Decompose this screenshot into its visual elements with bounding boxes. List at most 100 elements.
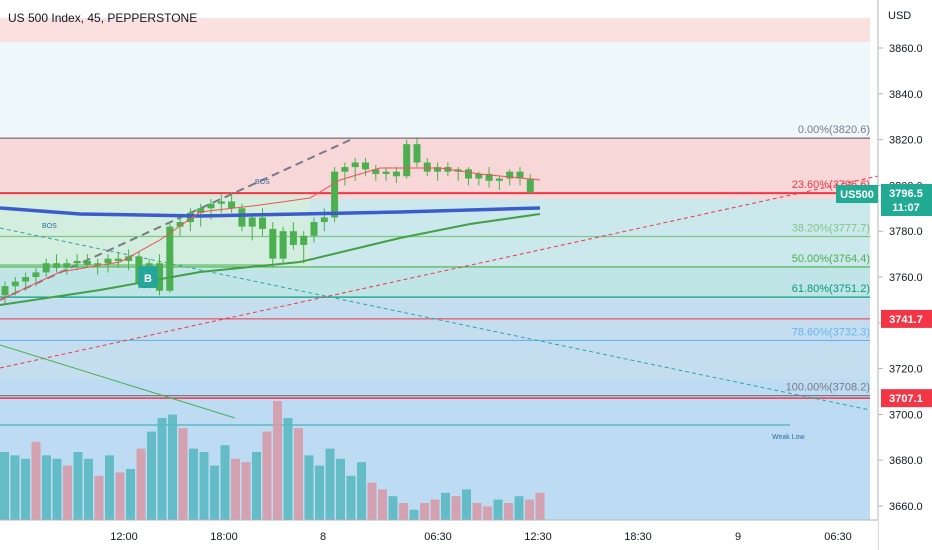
b-marker-label: B — [144, 273, 152, 285]
volume-bar — [525, 499, 534, 520]
volume-bar — [304, 455, 314, 520]
volume-bar — [241, 462, 251, 520]
volume-bar — [105, 455, 114, 520]
x-tick-label: 12:00 — [110, 531, 138, 543]
candle-body — [392, 171, 400, 177]
volume-bar — [189, 448, 198, 520]
candle-body — [114, 258, 122, 261]
trend-red-dashed — [0, 175, 879, 369]
candle-body — [125, 256, 133, 261]
volume-bar — [115, 472, 125, 520]
level-tag-3741-bg — [881, 309, 932, 328]
symbol-tag: US500 — [840, 189, 874, 201]
zone-light — [0, 42, 870, 137]
y-tick-label: 3780.0 — [889, 226, 923, 238]
volume-bar — [84, 458, 93, 520]
candle-body — [259, 217, 266, 229]
volume-bar — [147, 431, 156, 520]
candle-body — [320, 217, 328, 223]
candle-body — [73, 260, 81, 264]
candle-body — [300, 235, 308, 245]
candle-body — [434, 167, 442, 172]
ma-blue — [0, 206, 541, 218]
ma-red — [0, 167, 541, 301]
volume-bar — [357, 462, 366, 520]
y-tick-label: 3700.0 — [889, 409, 923, 421]
candle-body — [269, 228, 277, 259]
teal-box — [0, 266, 870, 298]
volume-bar — [252, 452, 261, 520]
volume-bar — [399, 503, 408, 520]
x-tick-label: 18:30 — [624, 531, 652, 543]
fib-label-2: 38.20%(3777.7) — [792, 222, 870, 234]
volume-bar — [262, 431, 272, 520]
candle-body — [166, 226, 174, 291]
currency-label: USD — [888, 10, 911, 22]
b-marker-bg — [138, 266, 158, 288]
volume-bar — [42, 455, 51, 520]
volume-bar — [367, 482, 377, 520]
fib-zone-mid — [0, 299, 870, 379]
candle-body — [351, 162, 359, 168]
volume-bar — [451, 496, 461, 520]
volume-bar — [157, 418, 167, 520]
symbol-tag-bg — [836, 185, 878, 203]
candle-body — [1, 286, 9, 296]
level-tag-3741: 3741.7 — [889, 314, 923, 326]
volume-bar — [504, 503, 513, 520]
fib-label-6: 100.00%(3708.2) — [786, 382, 870, 394]
candle-body — [485, 173, 493, 181]
volume-bar — [21, 458, 30, 520]
volume-bar — [94, 475, 104, 520]
candle-body — [372, 169, 380, 174]
x-tick-label: 8 — [320, 531, 326, 543]
candle-body — [176, 222, 184, 227]
candle-body — [228, 201, 236, 209]
volume-bar — [199, 452, 209, 520]
volume-bar — [273, 401, 282, 520]
volume-bar — [73, 452, 83, 520]
volume-bar — [430, 499, 440, 520]
candle-body — [289, 231, 297, 245]
volume-bar — [483, 506, 492, 520]
trend-teal-dashed — [0, 227, 871, 411]
volume-bar — [388, 496, 398, 520]
candle-body — [63, 263, 71, 268]
trend-green-line — [0, 344, 236, 419]
candle-body — [22, 277, 30, 282]
candle-body — [331, 171, 339, 218]
volume-bar — [31, 441, 41, 520]
volume-bar — [0, 452, 9, 520]
candle-body — [197, 208, 205, 213]
volume-bar — [346, 475, 356, 520]
y-tick-label: 3760.0 — [889, 272, 923, 284]
candle-body — [156, 263, 163, 291]
volume-bar — [514, 496, 524, 520]
y-tick-label: 3660.0 — [889, 501, 923, 513]
volume-bar — [420, 503, 429, 520]
candle-body — [32, 272, 40, 277]
candle-body — [238, 208, 246, 227]
candle-body — [53, 263, 60, 268]
x-tick-label: 18:00 — [210, 531, 238, 543]
bos-label-1: BOS — [255, 179, 270, 186]
y-tick-label: 3820.0 — [889, 135, 923, 147]
weak-low-label: Weak Low — [772, 434, 805, 441]
candle-body — [413, 144, 421, 163]
last-price-tag-bg — [881, 184, 932, 216]
volume-bar — [220, 445, 230, 520]
y-tick-label: 3720.0 — [889, 364, 923, 376]
supply-zone-top — [0, 18, 870, 42]
bos-label-2: BOS — [42, 223, 57, 230]
y-axis-panel — [878, 0, 932, 550]
candle-body — [475, 173, 483, 179]
volume-bar — [378, 489, 387, 520]
volume-bar — [283, 418, 293, 520]
volume-bar — [472, 503, 482, 520]
candle-body — [403, 144, 411, 177]
candle-body — [526, 178, 534, 193]
last-price-tag: 3796.5 — [889, 188, 923, 200]
volume-bar — [294, 428, 303, 520]
